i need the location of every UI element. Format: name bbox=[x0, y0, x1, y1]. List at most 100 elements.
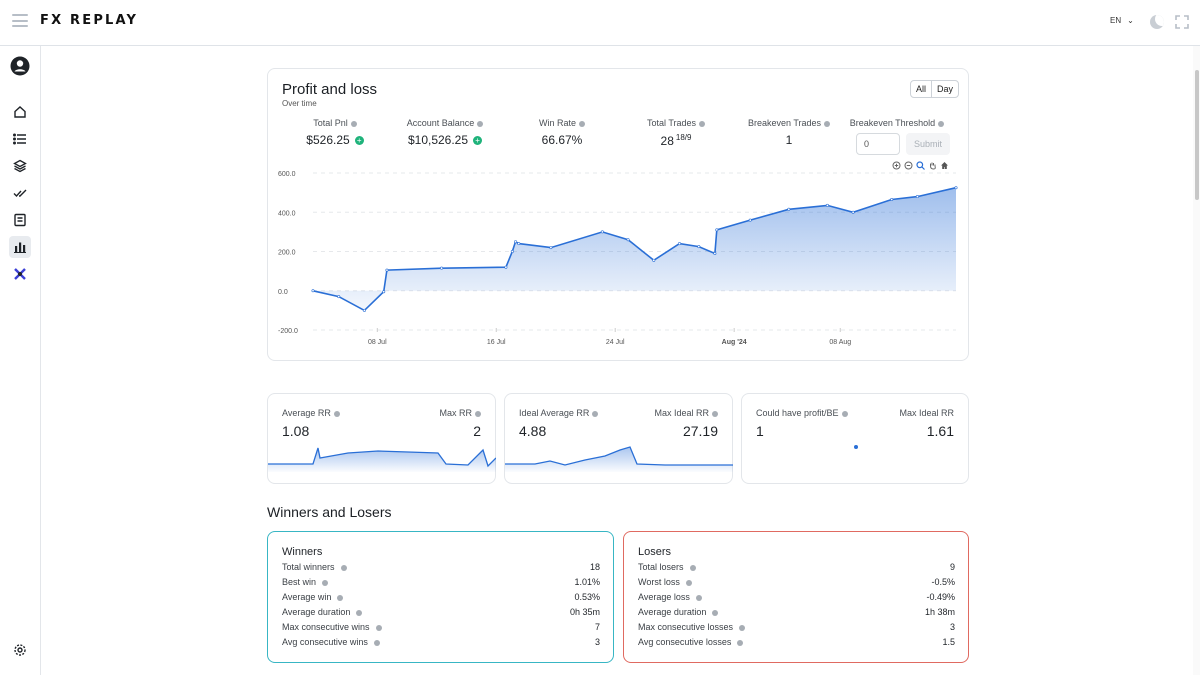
info-icon[interactable] bbox=[333, 410, 340, 417]
average-rr-sparkline bbox=[268, 447, 496, 472]
layers-icon[interactable] bbox=[9, 155, 31, 177]
info-icon[interactable] bbox=[579, 120, 585, 127]
row-value: 3 bbox=[949, 622, 955, 632]
pnl-point[interactable] bbox=[549, 246, 553, 250]
pnl-point[interactable] bbox=[713, 251, 717, 255]
info-icon[interactable] bbox=[689, 564, 696, 571]
rr-card-ideal: Ideal Average RR Max Ideal RR 4.88 27.19 bbox=[504, 393, 733, 484]
stat-value: 28 bbox=[660, 134, 674, 148]
list-item: Best win 1.01% bbox=[282, 577, 600, 591]
pnl-point[interactable] bbox=[652, 258, 656, 262]
info-icon[interactable] bbox=[375, 624, 382, 631]
ai-assistant-icon[interactable] bbox=[9, 263, 31, 285]
toggle-day-button[interactable]: Day bbox=[931, 81, 958, 97]
journal-icon[interactable] bbox=[9, 209, 31, 231]
zoom-in-icon[interactable] bbox=[892, 157, 901, 170]
plus-icon: + bbox=[473, 136, 483, 145]
scrollbar-track[interactable] bbox=[1193, 46, 1200, 675]
info-icon[interactable] bbox=[337, 594, 344, 601]
double-check-icon[interactable] bbox=[9, 182, 31, 204]
pnl-point[interactable] bbox=[440, 266, 444, 270]
pnl-point[interactable] bbox=[715, 228, 719, 232]
row-label: Average loss bbox=[638, 592, 690, 602]
pnl-point[interactable] bbox=[510, 250, 514, 254]
info-icon[interactable] bbox=[477, 120, 484, 127]
info-icon[interactable] bbox=[373, 639, 380, 646]
settings-icon[interactable] bbox=[9, 639, 31, 661]
pnl-point[interactable] bbox=[787, 207, 791, 211]
pnl-point[interactable] bbox=[311, 289, 315, 293]
list-icon[interactable] bbox=[9, 128, 31, 150]
pnl-subtitle: Over time bbox=[282, 99, 317, 108]
info-icon[interactable] bbox=[824, 120, 831, 127]
pnl-point[interactable] bbox=[748, 218, 752, 222]
pnl-point[interactable] bbox=[851, 210, 855, 214]
pnl-point[interactable] bbox=[678, 242, 682, 246]
pnl-point[interactable] bbox=[825, 203, 829, 207]
reset-home-icon[interactable] bbox=[940, 157, 949, 169]
account-icon[interactable] bbox=[8, 54, 32, 78]
info-icon[interactable] bbox=[841, 410, 848, 417]
info-icon[interactable] bbox=[592, 410, 599, 417]
pnl-point[interactable] bbox=[362, 308, 366, 312]
pnl-point[interactable] bbox=[954, 186, 958, 190]
x-tick-label: 24 Jul bbox=[606, 339, 625, 346]
pnl-point[interactable] bbox=[382, 290, 386, 294]
pnl-point[interactable] bbox=[514, 240, 518, 244]
menu-icon[interactable] bbox=[12, 14, 28, 30]
rr-left-label: Ideal Average RR bbox=[519, 408, 590, 418]
pan-icon[interactable] bbox=[928, 157, 937, 170]
pnl-point[interactable] bbox=[697, 245, 701, 249]
row-value: 1.5 bbox=[942, 637, 955, 647]
info-icon[interactable] bbox=[712, 410, 718, 417]
fullscreen-icon[interactable] bbox=[1175, 15, 1189, 29]
stat-value: 1 bbox=[785, 133, 793, 147]
info-icon[interactable] bbox=[938, 120, 945, 127]
pnl-point[interactable] bbox=[890, 197, 894, 201]
zoom-select-icon[interactable] bbox=[916, 157, 925, 170]
rr-left-value: 1.08 bbox=[282, 423, 310, 439]
home-icon[interactable] bbox=[9, 101, 31, 123]
info-icon[interactable] bbox=[350, 120, 357, 127]
pnl-point[interactable] bbox=[600, 230, 604, 234]
stat-value: 66.67% bbox=[541, 133, 583, 147]
pnl-point[interactable] bbox=[915, 195, 919, 199]
info-icon[interactable] bbox=[737, 639, 744, 646]
info-icon[interactable] bbox=[695, 594, 702, 601]
info-icon[interactable] bbox=[340, 564, 347, 571]
pnl-card: Profit and loss Over time All Day Total … bbox=[267, 68, 969, 361]
stat-label: Total Trades bbox=[646, 118, 697, 128]
winners-card: Winners Total winners 18 Best win 1.01% Av… bbox=[267, 531, 614, 663]
pnl-point[interactable] bbox=[517, 242, 521, 246]
scrollbar-thumb[interactable] bbox=[1195, 70, 1199, 200]
list-item: Max consecutive wins 7 bbox=[282, 622, 600, 636]
row-label: Avg consecutive losses bbox=[638, 637, 732, 647]
submit-button[interactable]: Submit bbox=[906, 133, 950, 155]
row-label: Total losers bbox=[638, 562, 684, 572]
pnl-point[interactable] bbox=[504, 265, 508, 269]
toggle-all-button[interactable]: All bbox=[916, 84, 927, 94]
info-icon[interactable] bbox=[685, 579, 692, 586]
info-icon[interactable] bbox=[699, 120, 706, 127]
language-selector[interactable]: EN ⌄ bbox=[1110, 16, 1134, 25]
info-icon[interactable] bbox=[475, 410, 481, 417]
info-icon[interactable] bbox=[322, 579, 329, 586]
zoom-out-icon[interactable] bbox=[904, 157, 913, 170]
pnl-point[interactable] bbox=[626, 238, 630, 242]
analytics-icon[interactable] bbox=[9, 236, 31, 258]
stat-label: Account Balance bbox=[406, 118, 475, 128]
dark-mode-icon[interactable] bbox=[1150, 15, 1164, 29]
pnl-point[interactable] bbox=[337, 295, 341, 299]
info-icon[interactable] bbox=[739, 624, 746, 631]
pnl-point[interactable] bbox=[385, 268, 389, 272]
plus-icon: + bbox=[354, 136, 364, 145]
info-icon[interactable] bbox=[712, 609, 719, 616]
info-icon[interactable] bbox=[356, 609, 363, 616]
app-logo[interactable]: FX REPLAY bbox=[40, 13, 139, 28]
rr-right-label: Max RR bbox=[439, 408, 472, 418]
language-label: EN bbox=[1110, 16, 1122, 25]
breakeven-threshold-input[interactable]: 0 bbox=[856, 133, 900, 155]
y-tick-label: 0.0 bbox=[278, 289, 288, 296]
rr-left-value: 4.88 bbox=[519, 423, 547, 439]
list-item: Average duration 0h 35m bbox=[282, 607, 600, 621]
